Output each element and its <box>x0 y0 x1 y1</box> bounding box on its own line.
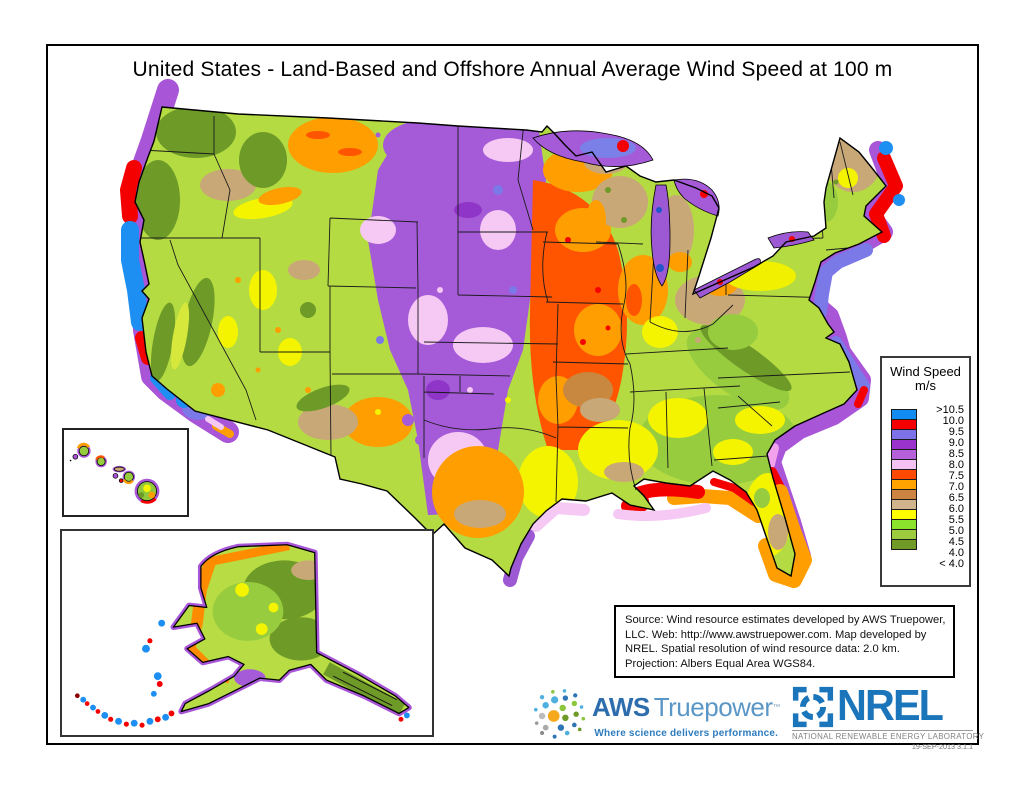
legend-labels: >10.5 10.0 9.5 9.0 8.5 8.0 7.5 7.0 6.5 6.0 5.5 5.0 4… <box>922 405 964 570</box>
nrel-subtitle: NATIONAL RENEWABLE ENERGY LABORATORY <box>792 732 985 741</box>
legend-label: 6.5 <box>948 492 964 504</box>
legend-label: 5.0 <box>948 525 964 537</box>
legend-label: 4.0 <box>948 547 964 559</box>
legend-swatch <box>891 539 917 550</box>
nrel-logo: NREL NATIONAL RENEWABLE ENERGY LABORATOR… <box>792 681 985 751</box>
legend-label: 7.5 <box>948 470 964 482</box>
conus-map <box>120 79 905 588</box>
aws-tagline: Where science delivers performance. <box>594 728 779 739</box>
nrel-version: 19-SEP-2013 3.1.1 <box>911 742 973 751</box>
aws-wordmark-bold: AWS <box>592 692 650 722</box>
legend-label: 4.5 <box>948 536 964 548</box>
nrel-symbol-icon <box>792 686 834 728</box>
source-box: Source: Wind resource estimates develope… <box>614 605 955 678</box>
legend-units: m/s <box>915 378 936 393</box>
legend-title: Wind Speed <box>890 364 961 379</box>
alaska-map <box>74 541 412 728</box>
aws-wordmark: AWS Truepower™ <box>592 694 781 725</box>
nrel-divider <box>792 730 973 731</box>
lake-michigan <box>650 184 671 287</box>
aws-truepower-logo: AWS Truepower™ Where science delivers per… <box>534 686 784 748</box>
aleutian-islands <box>74 619 410 728</box>
source-text: Source: Wind resource estimates develope… <box>625 613 946 671</box>
legend-label: 8.0 <box>948 459 964 471</box>
legend-label: 5.5 <box>948 514 964 526</box>
conus-land <box>135 107 886 576</box>
alaska-inset <box>60 529 434 737</box>
source-line: NREL. Spatial resolution of wind resourc… <box>625 643 900 656</box>
legend-swatches <box>891 409 917 570</box>
legend-label: 6.0 <box>948 503 964 515</box>
legend-label: 9.5 <box>948 426 964 438</box>
map-frame: United States - Land-Based and Offshore … <box>46 44 984 751</box>
source-line: Projection: Albers Equal Area WGS84. <box>625 657 816 670</box>
wind-speed-legend: Wind Speed m/s >10.5 10.0 9.5 9.0 8.5 8.0 7.5 7… <box>880 356 971 587</box>
lake-huron <box>673 178 720 217</box>
legend-label: 10.0 <box>942 415 964 427</box>
aws-wordmark-light: Truepower <box>653 692 773 722</box>
aws-dots-icon <box>534 689 586 739</box>
legend-label: 9.0 <box>948 437 964 449</box>
map-title: United States - Land-Based and Offshore … <box>132 58 893 81</box>
aws-trademark: ™ <box>772 702 781 712</box>
legend-label: >10.5 <box>936 404 964 416</box>
source-line: LLC. Web: http://www.awstruepower.com. M… <box>625 628 927 641</box>
legend-label: 8.5 <box>948 448 964 460</box>
hawaii-map <box>69 442 160 504</box>
conus-outline <box>134 106 887 578</box>
great-lakes <box>532 130 815 299</box>
legend-label: 7.0 <box>948 481 964 493</box>
hawaii-inset <box>62 428 189 517</box>
legend-label: < 4.0 <box>939 558 964 570</box>
source-line: Source: Wind resource estimates develope… <box>625 614 946 626</box>
nrel-wordmark: NREL <box>837 681 944 730</box>
